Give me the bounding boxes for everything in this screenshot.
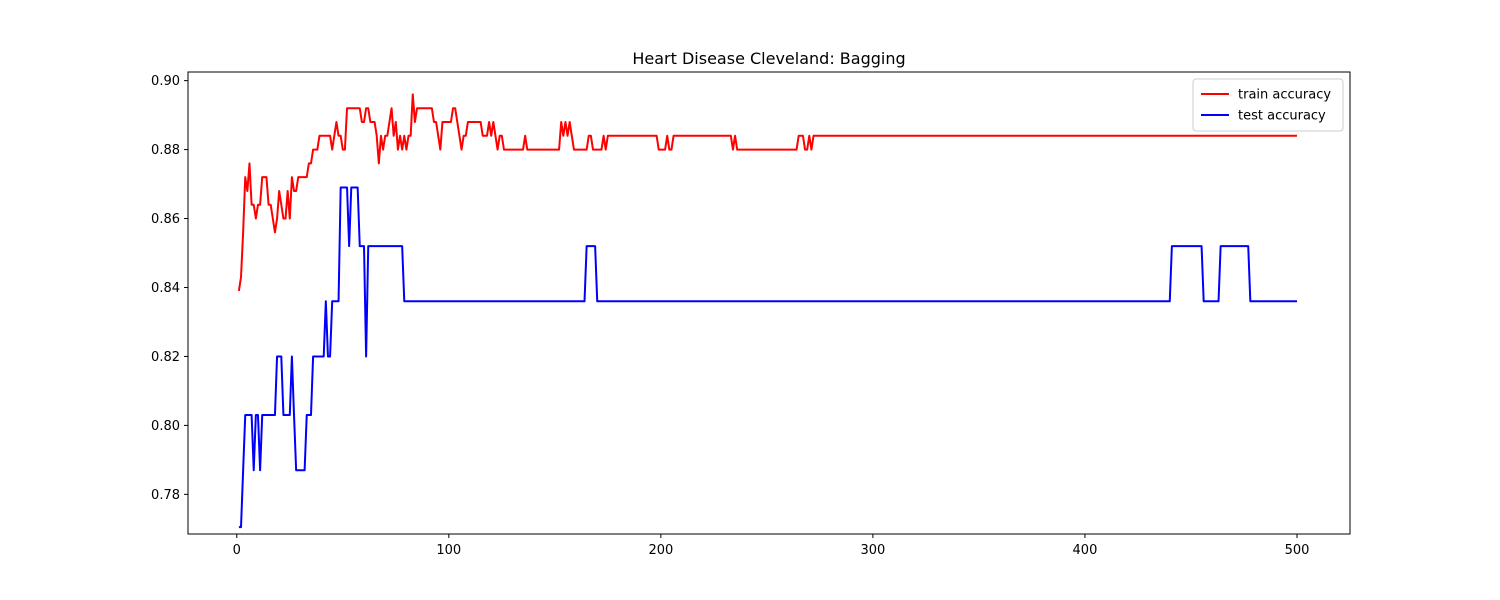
x-tick-label: 100 [436,543,461,558]
x-tick-label: 400 [1073,543,1098,558]
y-tick-label: 0.86 [151,212,180,227]
legend: train accuracy test accuracy [1192,78,1344,132]
y-tick-label: 0.80 [151,419,180,434]
series-line-test-accuracy [238,186,1297,529]
x-axis: 0 100 200 300 400 500 [233,534,1310,558]
legend-box [1192,78,1344,132]
x-tick-label: 500 [1285,543,1310,558]
plot-frame [187,71,1351,535]
x-tick-label: 0 [233,543,241,558]
y-axis: 0.78 0.80 0.82 0.84 0.86 0.88 0.90 [151,74,188,503]
y-tick-label: 0.90 [151,74,180,89]
y-tick-label: 0.84 [151,281,180,296]
plot-area [237,93,1297,529]
x-tick-label: 300 [860,543,885,558]
series-line-train-accuracy [237,93,1297,292]
y-tick-label: 0.88 [151,143,180,158]
x-tick-label: 200 [648,543,673,558]
chart-title: Heart Disease Cleveland: Bagging [632,49,905,68]
legend-label-test-accuracy: test accuracy [1238,109,1326,124]
y-tick-label: 0.78 [151,488,180,503]
legend-label-train-accuracy: train accuracy [1238,88,1331,103]
y-tick-label: 0.82 [151,350,180,365]
